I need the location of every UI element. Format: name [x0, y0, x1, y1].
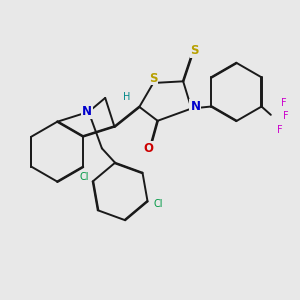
Text: O: O [143, 142, 153, 155]
Text: S: S [190, 44, 199, 57]
Text: F: F [283, 112, 289, 122]
Text: F: F [277, 125, 283, 135]
Text: N: N [190, 100, 200, 113]
Text: H: H [123, 92, 130, 102]
Text: Cl: Cl [153, 199, 163, 209]
Text: Cl: Cl [80, 172, 89, 182]
Text: S: S [149, 71, 158, 85]
Text: F: F [280, 98, 286, 108]
Text: N: N [82, 105, 92, 118]
